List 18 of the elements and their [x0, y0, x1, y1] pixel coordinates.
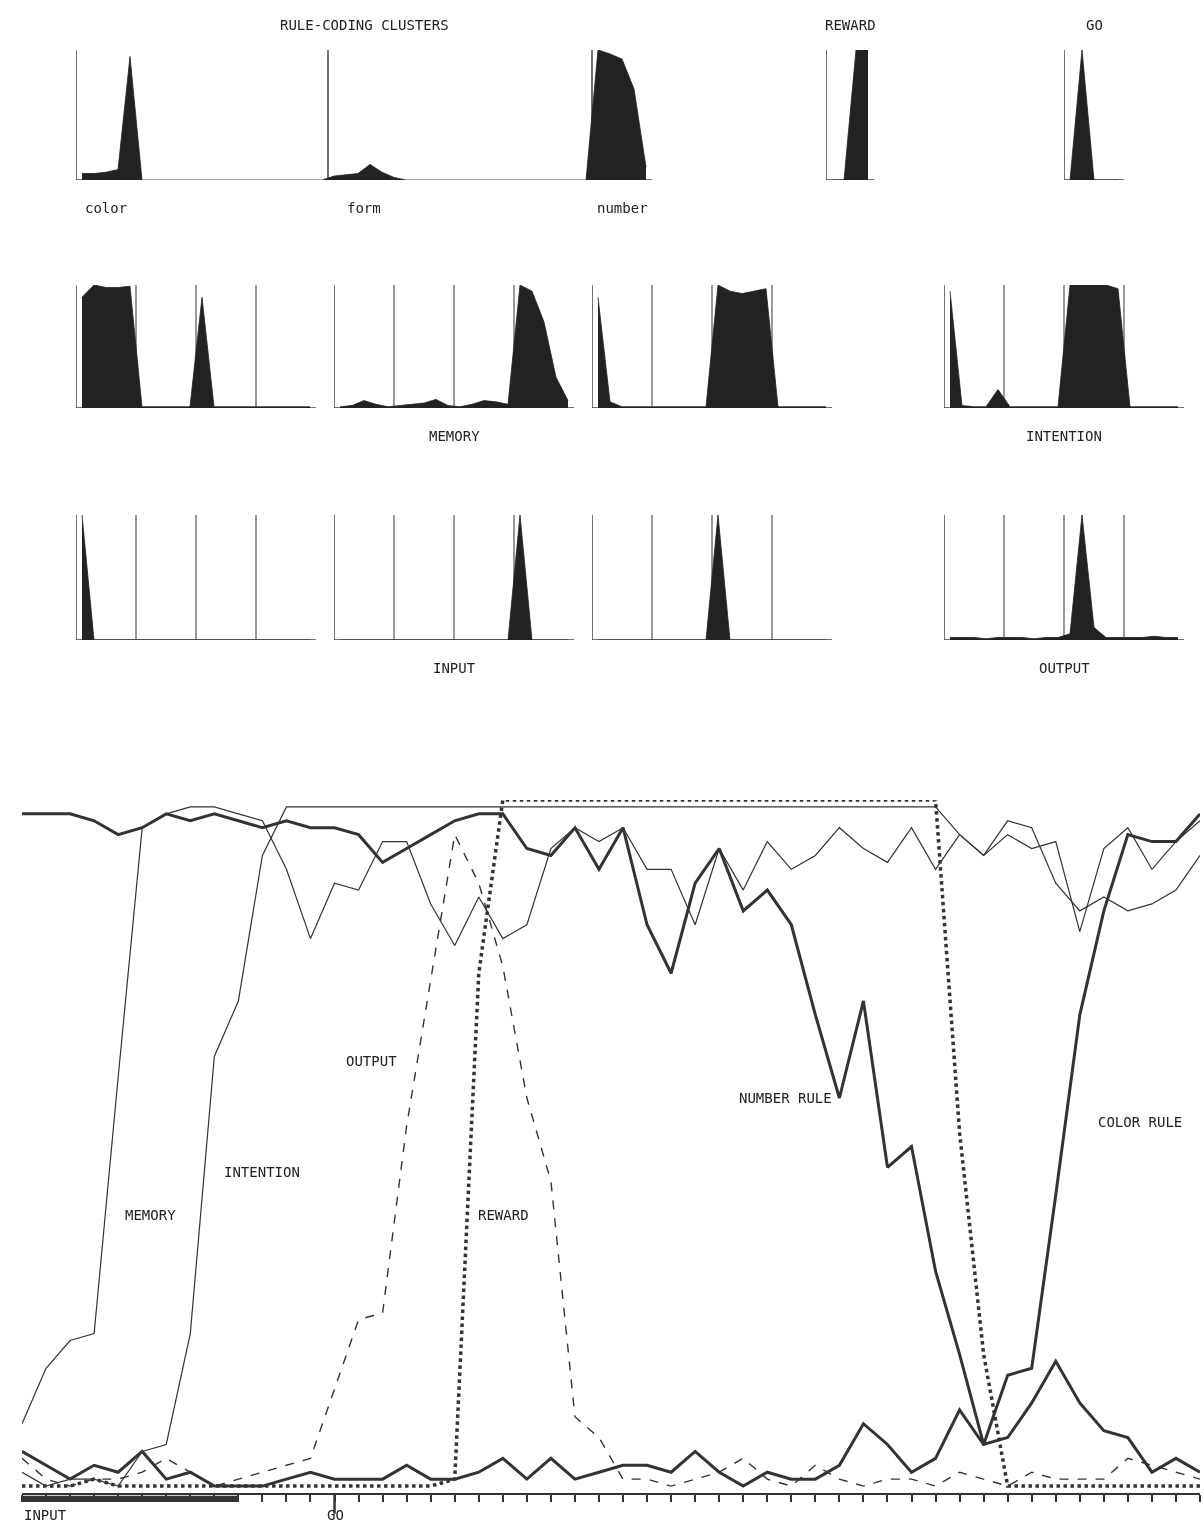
x-axis-title: INTENTION [1026, 428, 1102, 444]
x-axis-title: INPUT [433, 660, 476, 676]
text: INPUT [24, 1507, 67, 1523]
text: GO [327, 1507, 344, 1523]
text: number [597, 200, 648, 216]
series-label: NUMBER RULE [739, 1090, 832, 1106]
chart-title: GO [1086, 17, 1103, 33]
text: COLOR RULE [1098, 1114, 1183, 1130]
x-axis-title: MEMORY [429, 428, 481, 444]
series-label: MEMORY [125, 1207, 177, 1223]
series-label: OUTPUT [346, 1053, 398, 1069]
x-axis-title: OUTPUT [1039, 660, 1091, 676]
text: color [85, 200, 128, 216]
series-label: REWARD [478, 1207, 529, 1223]
text: form [347, 200, 381, 216]
chart-title: REWARD [825, 17, 876, 33]
chart-title: RULE-CODING CLUSTERS [280, 17, 449, 33]
series-label: INTENTION [224, 1164, 300, 1180]
